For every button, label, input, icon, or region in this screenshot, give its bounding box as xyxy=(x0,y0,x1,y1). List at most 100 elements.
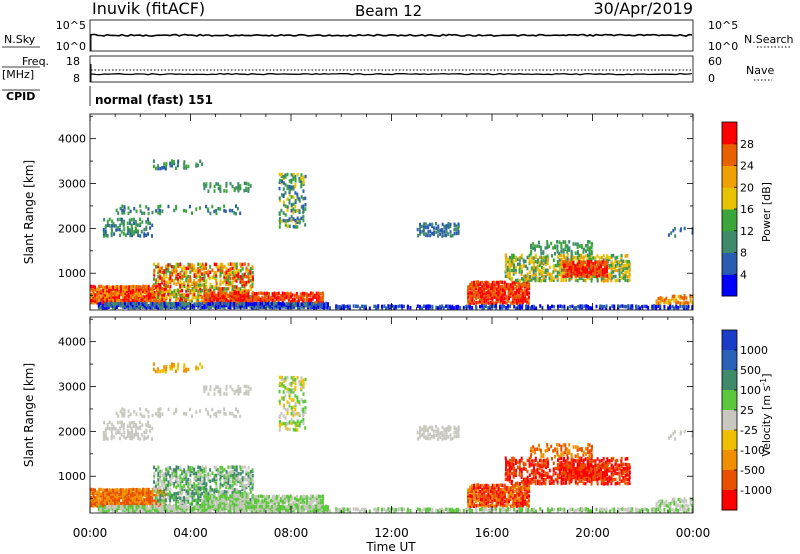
velocity-cell xyxy=(179,485,182,490)
power-cell xyxy=(118,293,121,297)
power-cell xyxy=(435,221,437,226)
velocity-cell xyxy=(259,500,262,504)
power-cell xyxy=(159,204,162,208)
power-cell xyxy=(152,164,155,169)
power-cell xyxy=(481,291,484,295)
velocity-cell xyxy=(217,468,220,472)
freq-left-tick-bottom: 8 xyxy=(73,72,80,85)
power-cell xyxy=(100,297,103,301)
velocity-cell xyxy=(120,420,123,425)
power-cell xyxy=(659,306,662,310)
power-cell xyxy=(610,270,613,275)
power-cell xyxy=(612,253,615,258)
velocity-cell xyxy=(122,498,124,502)
velocity-cell xyxy=(185,489,188,493)
power-cell xyxy=(163,276,166,281)
power-cell xyxy=(445,224,448,228)
power-cell xyxy=(169,301,172,306)
power-cell xyxy=(108,289,110,294)
power-cell xyxy=(691,304,694,309)
power-cell xyxy=(223,305,226,310)
velocity-cell xyxy=(119,436,122,441)
power-cell xyxy=(219,291,222,296)
power-cell xyxy=(601,304,603,309)
velocity-cell xyxy=(309,497,312,501)
power-cell xyxy=(300,297,302,301)
power-cell xyxy=(377,304,380,308)
power-cell xyxy=(116,217,119,222)
power-cell xyxy=(251,282,254,287)
power-cell xyxy=(179,264,182,268)
power-cell xyxy=(525,304,527,308)
velocity-cell xyxy=(113,435,116,439)
velocity-cell xyxy=(195,491,198,495)
power-cell xyxy=(149,301,152,306)
power-cell xyxy=(146,284,148,289)
velocity-cell xyxy=(137,432,139,436)
power-cell xyxy=(513,305,516,309)
velocity-cell xyxy=(167,507,170,511)
power-cell xyxy=(249,284,252,288)
power-cell xyxy=(508,270,511,275)
power-cell xyxy=(685,296,688,300)
velocity-cell xyxy=(116,490,119,494)
power-cell xyxy=(497,295,500,299)
power-cell xyxy=(143,304,146,308)
power-cell xyxy=(119,291,122,295)
power-cell xyxy=(657,301,660,305)
velocity-cell xyxy=(137,506,140,511)
power-cell xyxy=(265,299,268,304)
power-cell xyxy=(284,183,287,187)
power-cell xyxy=(313,295,316,299)
velocity-cell xyxy=(199,498,202,502)
power-cell xyxy=(523,297,526,301)
power-cell xyxy=(106,288,108,293)
power-cell xyxy=(527,280,530,284)
velocity-cell xyxy=(281,494,284,499)
power-cell xyxy=(197,285,200,289)
velocity-cell xyxy=(175,507,178,511)
velocity-cell xyxy=(249,472,252,476)
power-cell xyxy=(125,293,128,297)
velocity-cell xyxy=(161,505,164,509)
velocity-cell xyxy=(157,502,160,506)
power-cell xyxy=(608,256,611,260)
power-cell xyxy=(223,289,226,293)
power-cell xyxy=(147,291,150,295)
velocity-cell xyxy=(179,480,182,484)
power-cell xyxy=(193,302,196,306)
power-cell xyxy=(181,284,183,289)
velocity-cell xyxy=(189,478,192,482)
power-cell xyxy=(527,295,530,299)
velocity-cell xyxy=(201,475,204,479)
power-cell xyxy=(124,302,126,306)
power-cell xyxy=(576,273,579,278)
power-cell xyxy=(533,244,536,248)
velocity-cell xyxy=(225,470,228,474)
power-cell xyxy=(213,276,216,281)
power-cell xyxy=(98,284,101,289)
power-cell xyxy=(603,304,606,309)
velocity-cell xyxy=(169,474,171,478)
power-cell xyxy=(576,278,579,283)
power-cell xyxy=(524,299,527,303)
velocity-cell xyxy=(255,501,258,505)
velocity-cell xyxy=(134,490,137,494)
velocity-cell xyxy=(163,505,166,509)
velocity-cell xyxy=(199,482,202,486)
velocity-cell xyxy=(181,491,184,496)
power-cell xyxy=(223,189,226,193)
power-cell xyxy=(592,268,595,273)
power-cell xyxy=(511,297,514,301)
power-cell xyxy=(219,267,222,271)
power-cell xyxy=(229,277,232,281)
velocity-cell xyxy=(235,465,238,469)
power-cell xyxy=(675,304,678,309)
power-cell xyxy=(223,287,226,291)
power-cell xyxy=(112,299,115,303)
velocity-cell xyxy=(161,490,164,494)
power-cell xyxy=(373,304,376,309)
power-cell xyxy=(209,297,212,302)
power-cell xyxy=(113,302,116,306)
power-cell xyxy=(526,275,529,279)
